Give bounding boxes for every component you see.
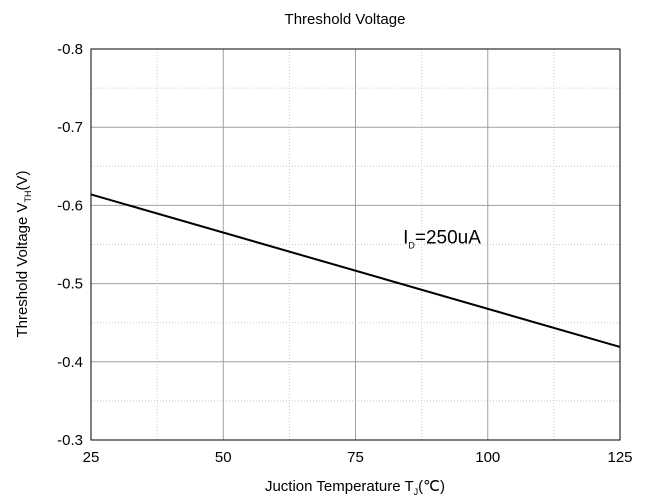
y-tick-label: -0.8 bbox=[57, 41, 83, 58]
x-tick-label: 75 bbox=[347, 449, 364, 466]
y-tick-label: -0.5 bbox=[57, 276, 83, 293]
series-line bbox=[90, 193, 621, 348]
x-tick-labels: 25 50 75 100 125 bbox=[83, 449, 633, 466]
y-tick-labels: -0.3 -0.4 -0.5 -0.6 -0.7 -0.8 bbox=[57, 41, 83, 449]
y-tick-label: -0.7 bbox=[57, 119, 83, 136]
x-axis-label: Juction Temperature TJ(℃) bbox=[265, 478, 445, 497]
major-grid bbox=[90, 48, 621, 441]
y-axis-label: Threshold Voltage VTH(V) bbox=[14, 170, 33, 337]
y-tick-label: -0.6 bbox=[57, 197, 83, 214]
x-tick-label: 125 bbox=[607, 449, 632, 466]
x-tick-label: 100 bbox=[475, 449, 500, 466]
series-layer bbox=[90, 193, 621, 348]
chart-title: Threshold Voltage bbox=[285, 11, 406, 28]
x-tick-label: 25 bbox=[83, 449, 100, 466]
y-tick-label: -0.4 bbox=[57, 354, 83, 371]
x-tick-label: 50 bbox=[215, 449, 232, 466]
id-current-annotation: ID=250uA bbox=[403, 228, 481, 251]
y-tick-label: -0.3 bbox=[57, 432, 83, 449]
plot-area-frame bbox=[90, 48, 621, 441]
